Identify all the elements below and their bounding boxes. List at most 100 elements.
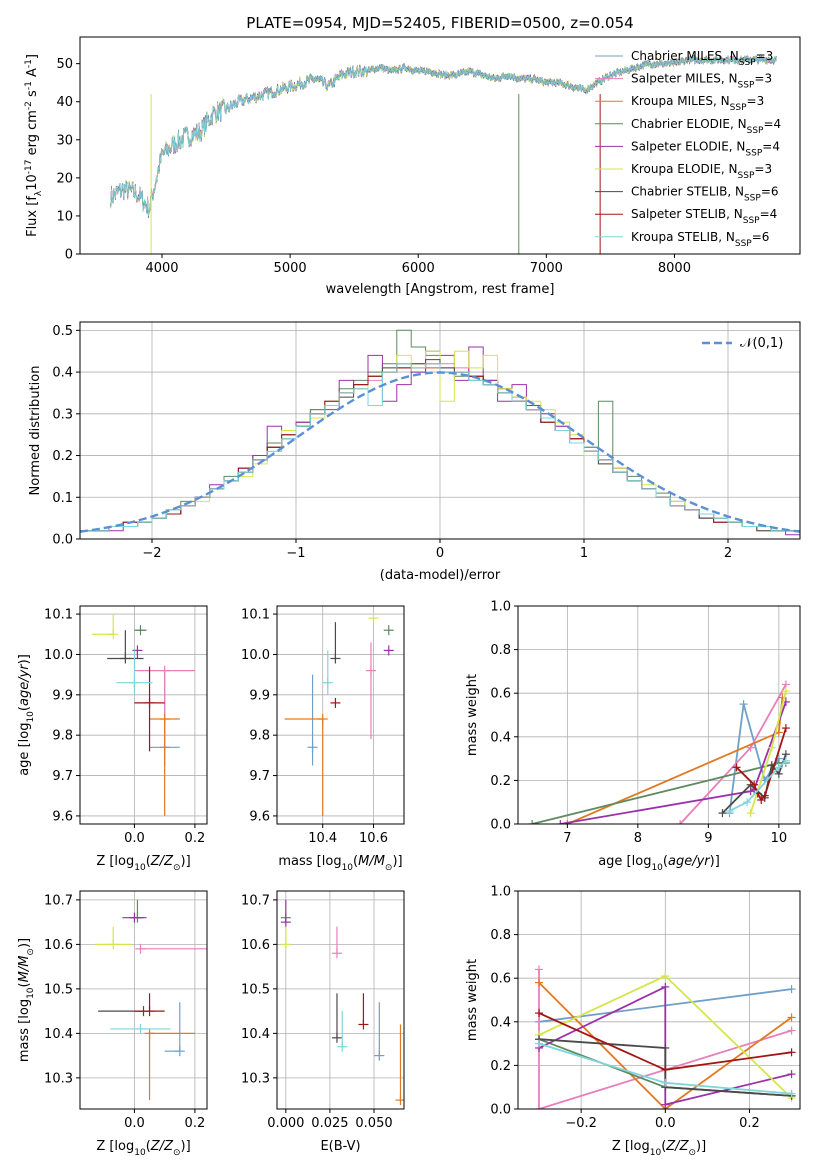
label-text: Normed distribution xyxy=(28,366,43,496)
label-script: -1 xyxy=(24,81,34,90)
y-tick-label: 9.6 xyxy=(249,809,270,824)
label-text: Kroupa STELIB, N xyxy=(631,230,735,244)
y-tick-label: 9.7 xyxy=(249,769,270,784)
label-script: SSP xyxy=(739,58,756,68)
y-tick-label: 0.2 xyxy=(52,449,73,464)
y-tick-label: 0.8 xyxy=(490,643,511,658)
x-axis-label: wavelength [Angstrom, rest frame] xyxy=(326,282,555,297)
label-text: Z [log xyxy=(96,1139,134,1154)
y-axis-label: mass weight xyxy=(465,959,480,1041)
y-tick-label: 10.0 xyxy=(44,648,73,663)
label-text: =3 xyxy=(754,72,772,86)
label-text: )] xyxy=(17,654,32,664)
label-text: Kroupa MILES, N xyxy=(631,94,730,108)
label-text: =3 xyxy=(756,49,774,63)
label-text: ( xyxy=(663,854,668,869)
y-tick-label: 1.0 xyxy=(490,600,511,615)
y-tick-label: 0.5 xyxy=(52,324,73,339)
label-text: ( xyxy=(146,854,151,869)
axes-frame xyxy=(276,890,405,1110)
y-tick-label: 40 xyxy=(56,95,73,110)
label-script: 10 xyxy=(342,863,354,873)
label-script: 10 xyxy=(650,1148,662,1158)
x-tick-label: 7 xyxy=(563,831,571,846)
label-script: 10 xyxy=(26,987,36,999)
y-tick-label: 1.0 xyxy=(490,885,511,900)
y-tick-label: 0.4 xyxy=(490,1015,511,1030)
axes-frame xyxy=(79,36,801,255)
label-script: SSP xyxy=(743,216,760,226)
label-math: M/M xyxy=(358,854,385,869)
legend-label: Salpeter MILES, NSSP=3 xyxy=(631,72,772,91)
x-tick-label: −1 xyxy=(286,546,305,561)
label-script: 10 xyxy=(651,863,663,873)
label-script: ⊙ xyxy=(173,863,181,873)
x-tick-label: −0.2 xyxy=(565,1116,597,1131)
legend-label: Chabrier ELODIE, NSSP=4 xyxy=(631,117,781,136)
axes-frame xyxy=(517,890,801,1110)
plot-area xyxy=(535,965,796,1109)
y-tick-label: 10.4 xyxy=(241,1027,270,1042)
label-math: Z/Z xyxy=(150,854,174,869)
x-tick-label: 0.2 xyxy=(739,1116,760,1131)
label-text: ( xyxy=(17,982,32,987)
label-script: ⊙ xyxy=(385,863,393,873)
age-vs-metallicity-panel: 0.0 0.29.69.79.89.910.010.1Z [log10(Z/Z⊙)… xyxy=(17,605,208,873)
label-text: s xyxy=(25,90,40,101)
y-tick-label: 0.1 xyxy=(52,491,73,506)
y-tick-label: 9.8 xyxy=(249,729,270,744)
x-tick-label: 2 xyxy=(724,546,732,561)
x-tick-label: −2 xyxy=(142,546,161,561)
label-math: age/yr xyxy=(17,663,32,706)
label-text: =4 xyxy=(763,117,781,131)
y-tick-label: 0.4 xyxy=(490,730,511,745)
label-text: ( xyxy=(146,1139,151,1154)
age-vs-mass-panel: 10.4 10.6 9.6 9.7 9.8 9.9 10.0 10.1 mass [log10(… xyxy=(241,605,405,873)
y-tick-label: 9.6 xyxy=(52,809,73,824)
x-axis-label: Z [log10(Z/Z⊙)] xyxy=(612,1139,706,1158)
mass-weight-vs-metallicity-panel: −0.2 0.0 0.2 0.0 0.2 0.4 0.6 0.8 1.0 Z [log10(Z/Z… xyxy=(465,885,801,1158)
y-tick-label: 9.9 xyxy=(249,688,270,703)
y-tick-label: 9.9 xyxy=(52,688,73,703)
label-text: =4 xyxy=(762,139,780,153)
legend-label: Kroupa MILES, NSSP=3 xyxy=(631,94,764,113)
x-tick-label: 0.025 xyxy=(311,1116,348,1131)
label-text: )] xyxy=(710,854,720,869)
y-tick-label: 10.0 xyxy=(241,648,270,663)
y-axis-label: Flux [fλ10-17 erg cm-2 s-1 A-1] xyxy=(24,54,44,237)
x-axis-label: Z [log10(Z/Z⊙)] xyxy=(96,1139,190,1158)
label-script: ⊙ xyxy=(26,948,36,956)
x-tick-label: 1 xyxy=(580,546,588,561)
label-math: 𝒩(0,1) xyxy=(740,336,783,351)
y-tick-label: 10.1 xyxy=(44,608,73,623)
y-tick-label: 9.7 xyxy=(52,769,73,784)
label-script: λ xyxy=(34,190,44,196)
label-text: )] xyxy=(392,854,402,869)
x-tick-label: 0 xyxy=(436,546,444,561)
y-tick-label: 0.2 xyxy=(490,774,511,789)
label-text: =6 xyxy=(761,185,779,199)
label-text: Kroupa ELODIE, N xyxy=(631,162,738,176)
label-text: ] xyxy=(25,54,40,59)
y-tick-label: 10.5 xyxy=(44,982,73,997)
y-tick-label: 0.6 xyxy=(490,687,511,702)
x-axis-label: Z [log10(Z/Z⊙)] xyxy=(96,854,190,873)
x-tick-label: 0.050 xyxy=(355,1116,392,1131)
label-text: Chabrier STELIB, N xyxy=(631,185,744,199)
y-tick-label: 0.2 xyxy=(490,1059,511,1074)
label-text: 10 xyxy=(25,174,40,191)
label-script: -2 xyxy=(24,101,34,110)
mass-weight-line xyxy=(531,762,786,824)
label-text: Flux [f xyxy=(25,196,40,237)
y-tick-label: 0.0 xyxy=(490,818,511,833)
mass-weight-line xyxy=(729,760,787,812)
legend-label: Kroupa ELODIE, NSSP=3 xyxy=(631,162,772,181)
y-tick-label: 10.6 xyxy=(44,938,73,953)
legend-label: Chabrier STELIB, NSSP=6 xyxy=(631,185,779,204)
y-tick-label: 30 xyxy=(56,133,73,148)
label-text: ( xyxy=(353,854,358,869)
label-math: age/yr xyxy=(668,854,711,869)
label-script: SSP xyxy=(747,126,764,136)
axes-frame xyxy=(79,605,208,825)
